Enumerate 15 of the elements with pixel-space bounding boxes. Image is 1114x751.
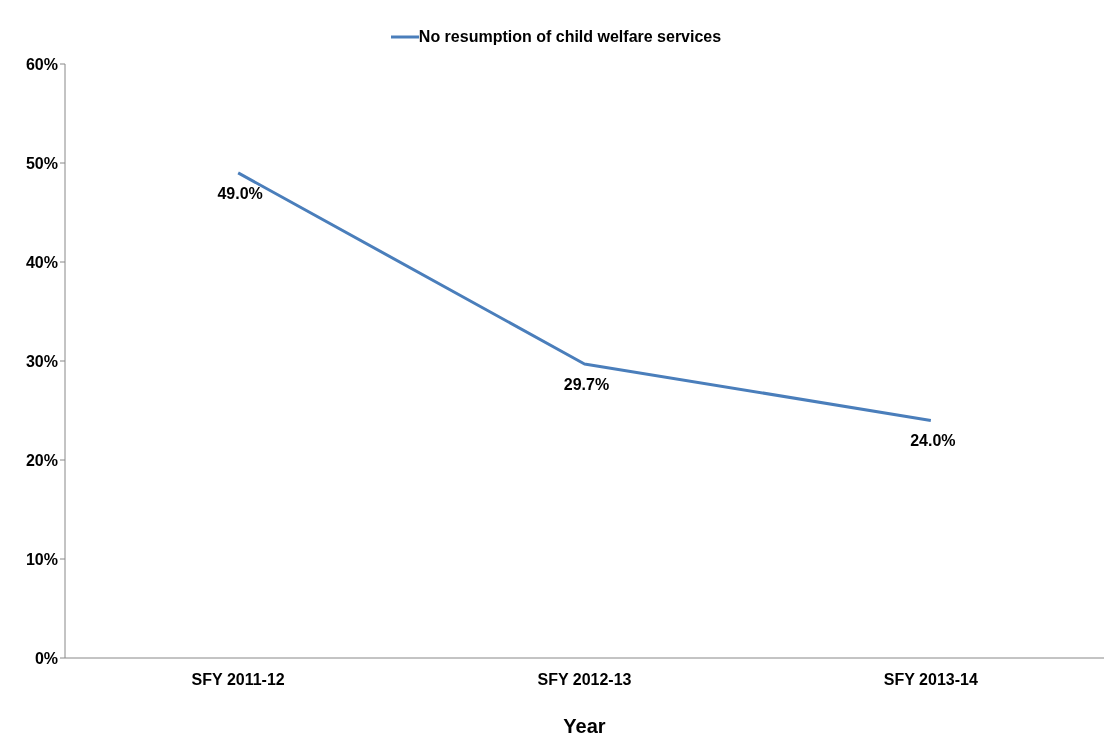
x-tick-label: SFY 2012-13 <box>537 671 632 689</box>
data-label: 24.0% <box>910 432 956 450</box>
y-tick-label: 30% <box>25 352 58 370</box>
y-tick-label: 40% <box>25 253 58 271</box>
data-label: 49.0% <box>217 184 263 202</box>
x-axis-title: Year <box>563 715 606 737</box>
y-tick-label: 20% <box>25 451 58 469</box>
x-tick-label: SFY 2011-12 <box>191 671 285 689</box>
legend-label: No resumption of child welfare services <box>418 28 722 46</box>
y-tick-label: 60% <box>25 55 58 73</box>
data-label: 29.7% <box>563 375 610 393</box>
y-tick-label: 0% <box>34 649 58 667</box>
y-tick-label: 50% <box>25 154 58 172</box>
y-tick-label: 10% <box>25 550 58 568</box>
x-tick-label: SFY 2013-14 <box>883 671 978 689</box>
